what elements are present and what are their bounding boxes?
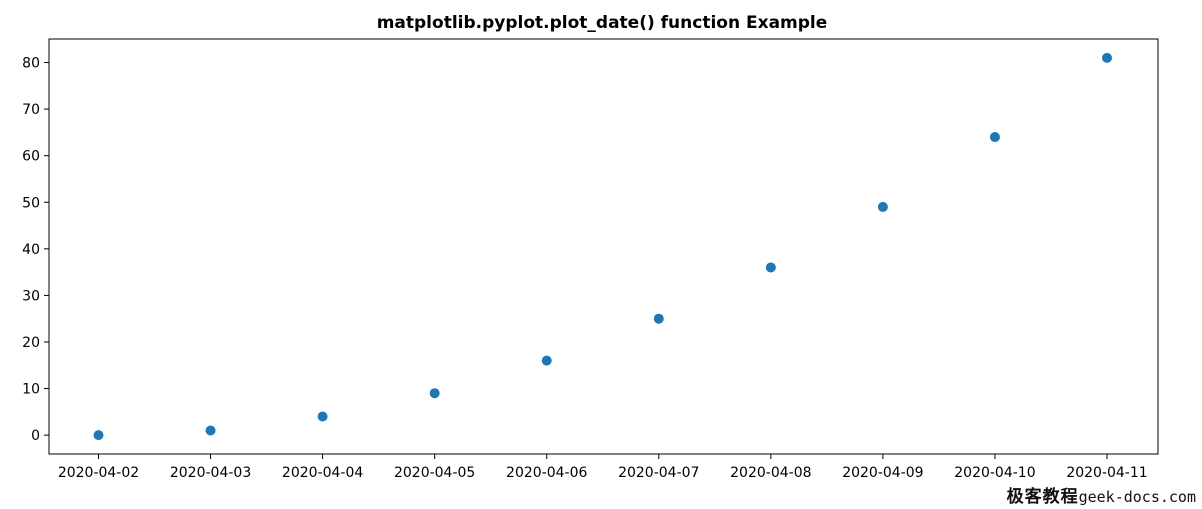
x-tick-label: 2020-04-04	[282, 465, 363, 481]
y-tick-label: 0	[31, 428, 40, 444]
plot-area-frame	[48, 38, 1159, 455]
x-tick-label: 2020-04-05	[394, 465, 475, 481]
data-point	[317, 411, 328, 422]
y-tick-label: 70	[22, 102, 40, 118]
y-tick-label: 60	[22, 149, 40, 165]
data-point	[765, 262, 776, 273]
data-point	[93, 430, 104, 441]
x-tick-label: 2020-04-03	[170, 465, 251, 481]
data-point	[541, 355, 552, 366]
watermark: 极客教程geek-docs.com	[1007, 482, 1196, 507]
x-tick-label: 2020-04-09	[842, 465, 923, 481]
x-axis: 2020-04-02 2020-04-03 2020-04-04 2020-04-05…	[58, 454, 1148, 481]
y-tick-label: 40	[22, 242, 40, 258]
data-point	[205, 425, 216, 436]
x-tick-label: 2020-04-11	[1066, 465, 1147, 481]
data-point	[653, 313, 664, 324]
y-tick-label: 50	[22, 195, 40, 211]
watermark-cjk-text: 极客教程	[1006, 487, 1079, 507]
y-tick-label: 20	[22, 335, 40, 351]
data-points	[93, 52, 1112, 441]
data-point	[429, 388, 440, 399]
data-point	[877, 201, 888, 212]
chart-title: matplotlib.pyplot.plot_date() function E…	[377, 13, 828, 33]
y-tick-label: 30	[22, 288, 40, 304]
x-tick-label: 2020-04-08	[730, 465, 811, 481]
y-axis: 0 10 20 30 40 50 60 70 80	[22, 56, 49, 444]
x-tick-label: 2020-04-02	[58, 465, 139, 481]
x-tick-label: 2020-04-06	[506, 465, 587, 481]
x-tick-label: 2020-04-10	[954, 465, 1035, 481]
y-tick-label: 80	[22, 56, 40, 72]
data-point	[989, 132, 1000, 143]
y-tick-label: 10	[22, 382, 40, 398]
x-tick-label: 2020-04-07	[618, 465, 699, 481]
data-point	[1102, 52, 1112, 63]
watermark-site-text: geek-docs.com	[1078, 488, 1196, 506]
